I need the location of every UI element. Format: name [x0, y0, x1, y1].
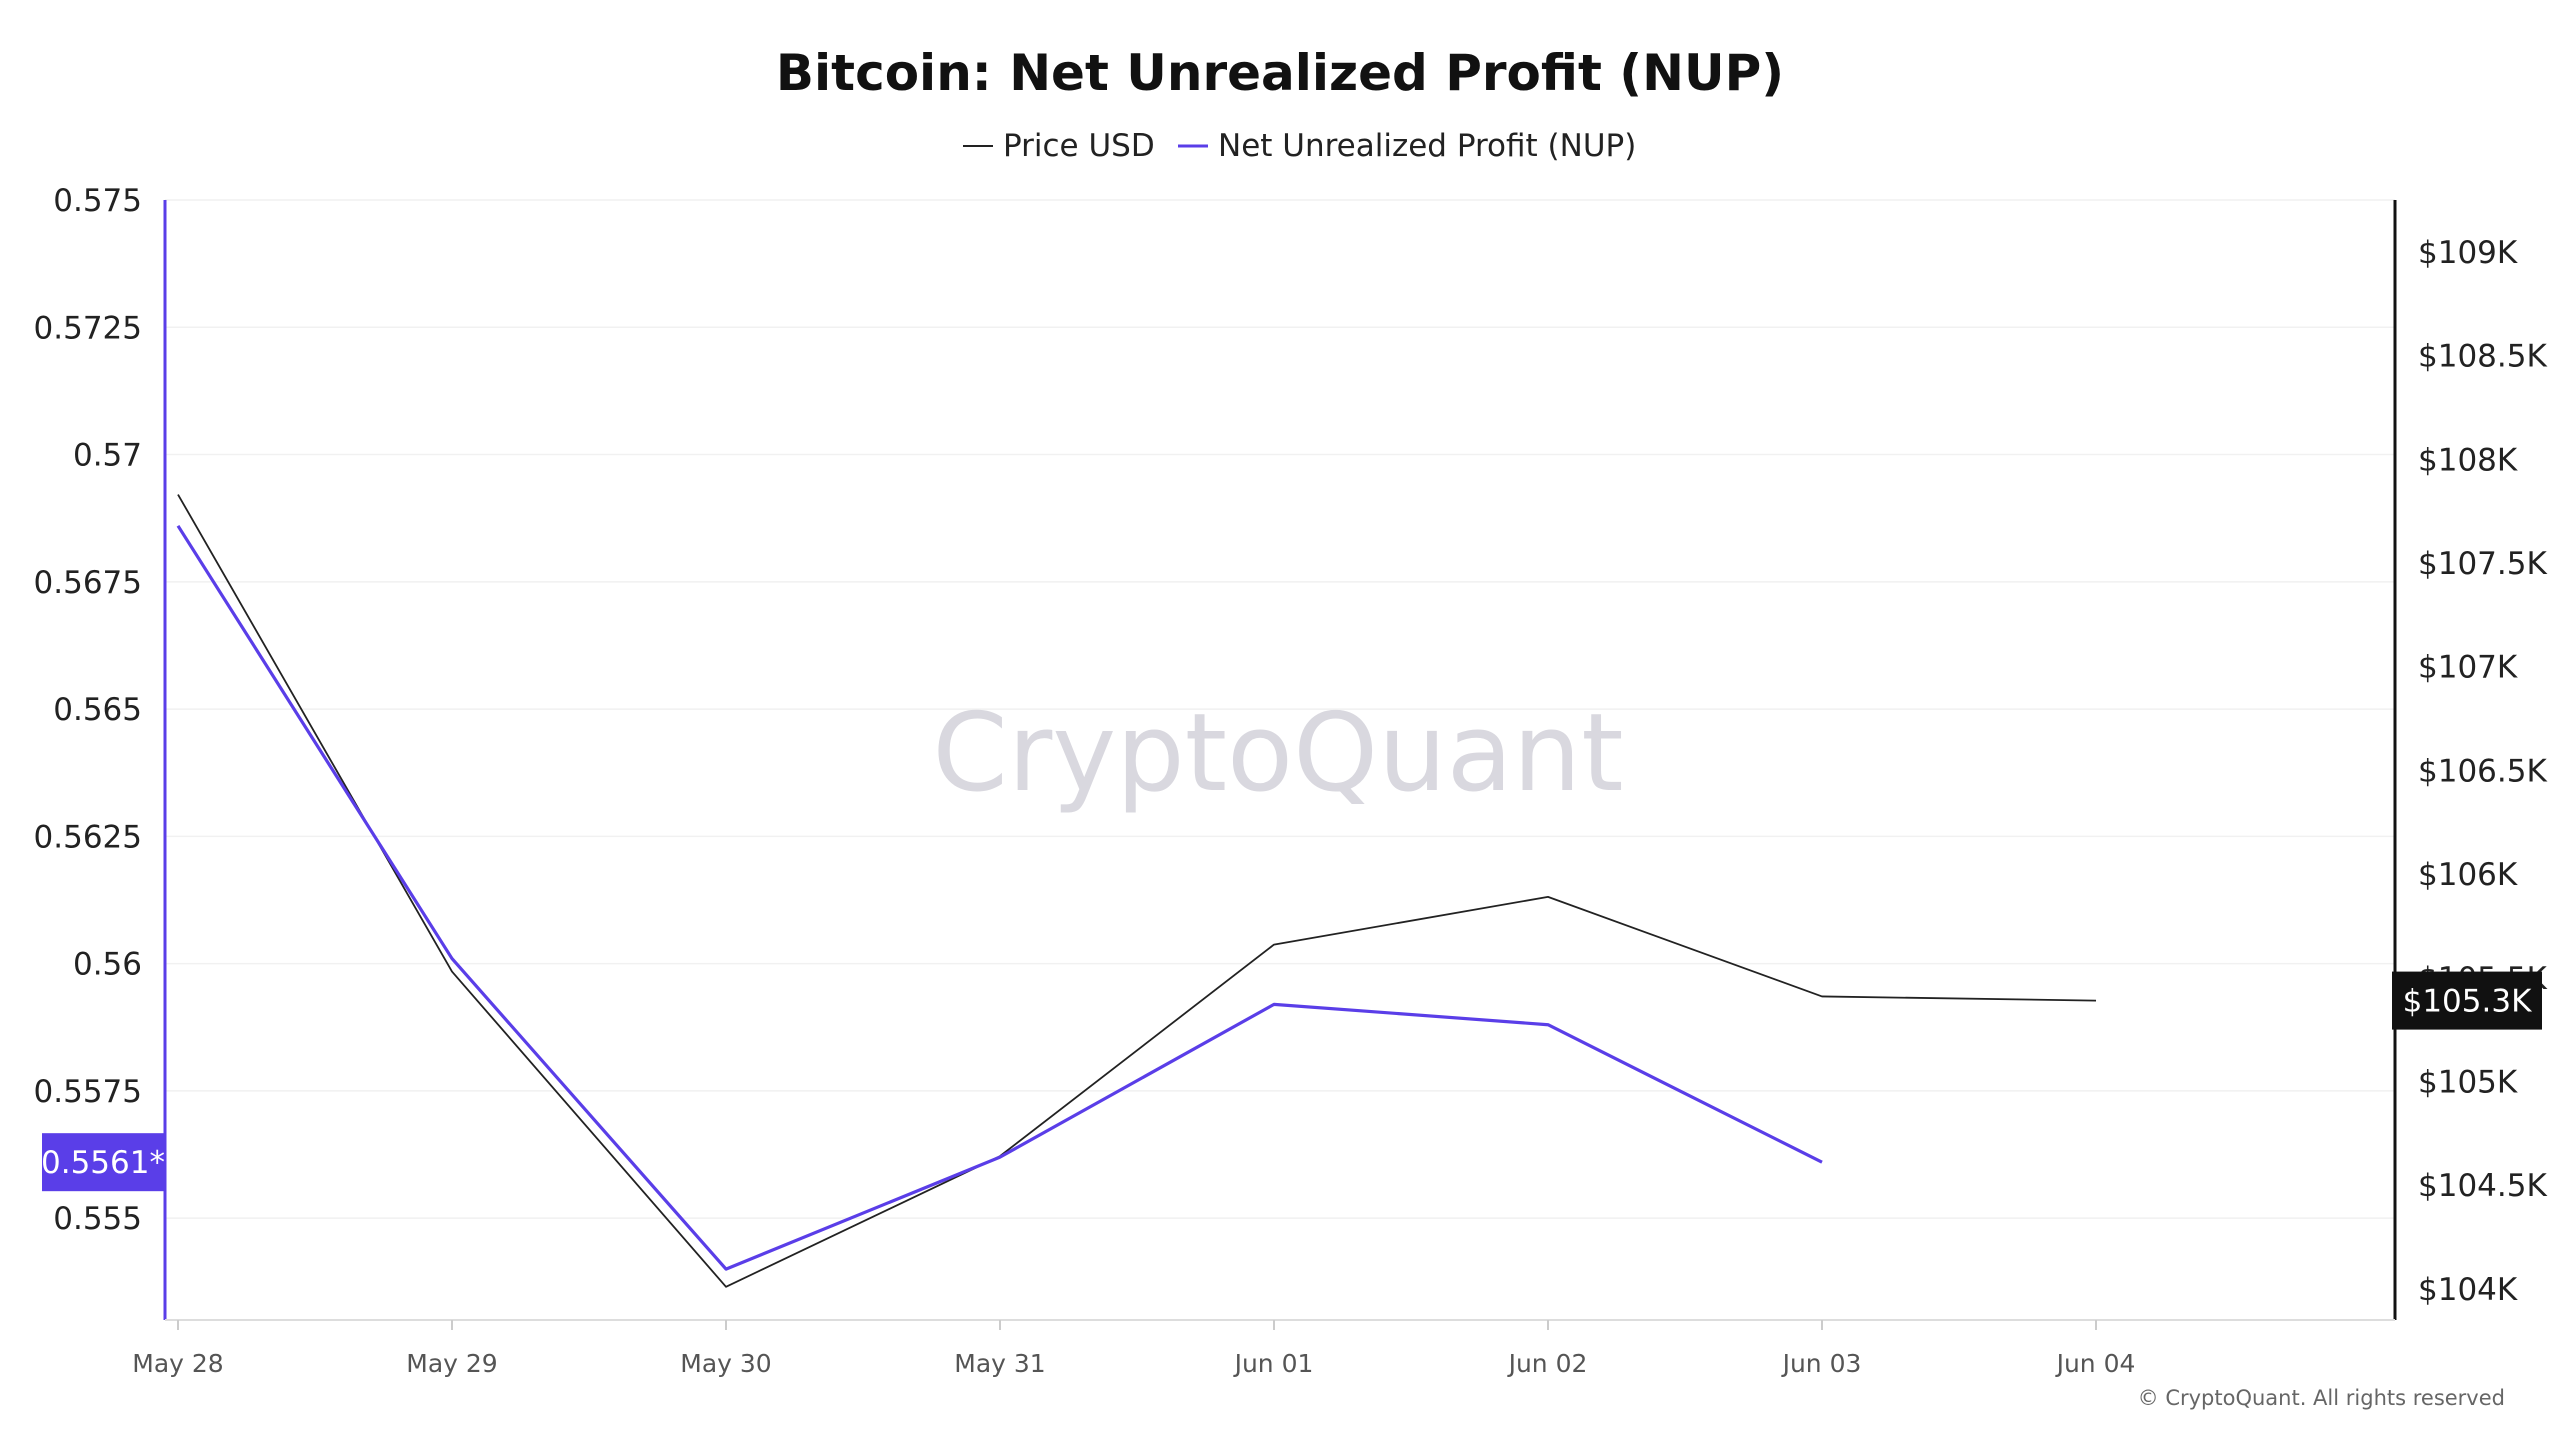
nup-series-line: [176, 524, 1823, 1271]
x-tick-label: Jun 02: [1507, 1349, 1588, 1378]
right-tick-label: $109K: [2418, 235, 2518, 271]
legend-item-nup[interactable]: Net Unrealized Profit (NUP): [1178, 128, 1636, 164]
x-tick-label: May 31: [954, 1349, 1045, 1378]
right-tick-label: $104.5K: [2418, 1168, 2547, 1204]
right-tick-label: $108K: [2418, 442, 2518, 478]
x-tick-label: Jun 03: [1781, 1349, 1862, 1378]
copyright-notice: © CryptoQuant. All rights reserved: [2138, 1386, 2505, 1410]
chart-title: Bitcoin: Net Unrealized Profit (NUP): [776, 44, 1784, 102]
gridlines: [165, 199, 2395, 1219]
left-tick-label: 0.5575: [34, 1074, 142, 1110]
nup-current-value-badge-bg: [42, 1133, 164, 1192]
left-tick-label: 0.56: [73, 947, 142, 983]
right-tick-label: $106K: [2418, 857, 2518, 893]
legend: Price USD Net Unrealized Profit (NUP): [963, 128, 1636, 164]
left-tick-label: 0.5725: [34, 310, 142, 346]
legend-nup-label: Net Unrealized Profit (NUP): [1218, 128, 1636, 164]
left-tick-label: 0.57: [73, 438, 142, 474]
left-axis-ticks: 0.575 0.5725 0.57 0.5675 0.565 0.5625 0.56 0.55…: [34, 183, 142, 1237]
right-tick-label: $104K: [2418, 1272, 2518, 1308]
price-series-line: [177, 494, 2097, 1288]
left-tick-label: 0.565: [53, 692, 142, 728]
right-axis-ticks: $109K $108.5K $108K $107.5K $107K $106.5K $106…: [2418, 235, 2547, 1308]
right-tick-label: $107K: [2418, 650, 2518, 686]
x-tick-label: May 28: [132, 1349, 223, 1378]
series-layer: [176, 494, 2097, 1288]
x-axis-ticks: May 28 May 29 May 30 May 31 Jun 01 Jun 02 Jun …: [132, 1320, 2135, 1378]
nup-current-value-badge: 0.5561*: [41, 1133, 165, 1192]
right-tick-label: $106.5K: [2418, 753, 2547, 789]
x-tick-label: Jun 04: [2055, 1349, 2136, 1378]
x-tick-label: May 29: [406, 1349, 497, 1378]
left-tick-label: 0.555: [53, 1201, 142, 1237]
price-current-value-label: $105.3K: [2403, 984, 2532, 1020]
price-current-value-badge-bg: [2392, 971, 2542, 1030]
legend-item-price[interactable]: Price USD: [963, 128, 1155, 164]
right-tick-label: $108.5K: [2418, 339, 2547, 375]
x-tick-label: May 30: [680, 1349, 771, 1378]
x-tick-label: Jun 01: [1233, 1349, 1314, 1378]
right-tick-label: $107.5K: [2418, 546, 2547, 582]
price-current-value-badge: $105.3K: [2392, 971, 2542, 1030]
left-tick-label: 0.575: [53, 183, 142, 219]
legend-price-label: Price USD: [1003, 128, 1155, 164]
left-tick-label: 0.5675: [34, 565, 142, 601]
left-tick-label: 0.5625: [34, 819, 142, 855]
watermark: CryptoQuant: [932, 691, 1623, 816]
right-tick-label: $105K: [2418, 1064, 2518, 1100]
nup-current-value-label: 0.5561*: [41, 1145, 165, 1181]
